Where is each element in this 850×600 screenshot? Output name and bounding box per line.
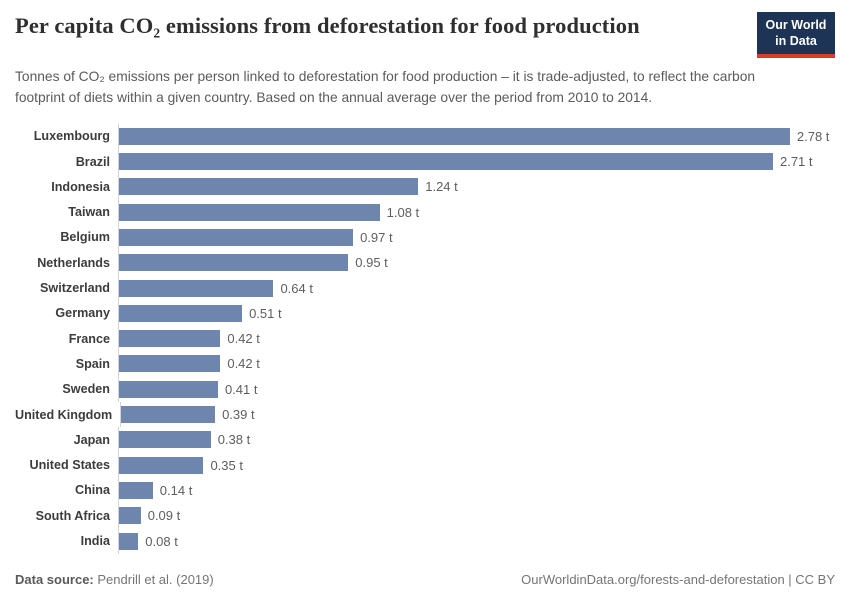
owid-logo: Our World in Data	[757, 12, 835, 59]
bar	[119, 507, 141, 525]
value-label: 0.42 t	[227, 356, 260, 372]
category-label: Sweden	[62, 382, 110, 397]
category-label: India	[80, 534, 110, 549]
page-title: Per capita CO₂ emissions from deforestat…	[15, 13, 640, 38]
value-label: 0.35 t	[210, 457, 243, 473]
chart-row: Luxembourg 2.78 t	[15, 123, 835, 149]
data-source-value: Pendrill et al. (2019)	[97, 572, 214, 587]
bar-track: 0.08 t	[118, 528, 835, 554]
value-label: 0.08 t	[145, 533, 178, 549]
owid-url-link[interactable]: OurWorldinData.org/forests-and-deforesta…	[521, 572, 835, 587]
bar-track: 0.09 t	[118, 503, 835, 529]
value-label: 2.71 t	[779, 154, 813, 170]
bar	[119, 153, 773, 171]
category-label: Luxembourg	[33, 129, 110, 144]
bar-track: 0.39 t	[120, 401, 835, 428]
chart-row: Netherlands 0.95 t	[15, 250, 835, 276]
bar-track: 0.35 t	[118, 452, 835, 478]
chart-row: France 0.42 t	[15, 326, 835, 352]
category-label: Germany	[55, 306, 110, 321]
bar-track: 0.42 t	[118, 326, 835, 352]
value-label: 0.51 t	[249, 305, 282, 321]
value-label: 0.09 t	[147, 508, 181, 524]
bar-track: 1.24 t	[118, 174, 835, 200]
bar-track: 0.51 t	[118, 300, 835, 326]
bar	[119, 304, 243, 322]
value-label: 1.24 t	[425, 179, 458, 195]
bar	[119, 380, 218, 398]
bar	[119, 279, 274, 297]
chart-subtitle: Tonnes of CO₂ emissions per person linke…	[15, 69, 756, 105]
value-label: 2.78 t	[796, 128, 830, 144]
bar	[119, 355, 221, 373]
value-label: 0.14 t	[159, 482, 193, 498]
category-label: Indonesia	[51, 179, 110, 194]
bar	[119, 481, 153, 499]
bar	[119, 532, 139, 550]
chart-row: India 0.08 t	[15, 528, 835, 554]
value-label: 0.95 t	[355, 255, 388, 271]
chart-row: United Kingdom 0.39 t	[15, 401, 835, 428]
bar	[119, 178, 419, 196]
bar	[119, 254, 349, 272]
bar	[119, 330, 221, 348]
value-label: 0.42 t	[227, 331, 260, 347]
chart-footer: Data source: Pendrill et al. (2019) OurW…	[15, 572, 835, 587]
category-label: Switzerland	[40, 281, 110, 296]
bar	[119, 431, 211, 449]
data-source: Data source: Pendrill et al. (2019)	[15, 572, 214, 587]
chart-header: Per capita CO₂ emissions from deforestat…	[0, 0, 850, 109]
category-label: South Africa	[35, 508, 110, 523]
category-label: Japan	[73, 432, 110, 447]
bar	[119, 456, 204, 474]
value-label: 0.38 t	[217, 432, 251, 448]
value-label: 0.64 t	[280, 280, 313, 296]
value-label: 0.41 t	[224, 381, 258, 397]
bar-track: 0.64 t	[118, 275, 835, 301]
category-label: Netherlands	[37, 255, 110, 270]
bar-track: 0.95 t	[118, 250, 835, 276]
chart-row: China 0.14 t	[15, 477, 835, 504]
chart-row: Sweden 0.41 t	[15, 376, 835, 402]
bar-track: 2.78 t	[118, 123, 835, 149]
category-label: France	[68, 331, 110, 346]
category-label: Brazil	[75, 154, 110, 169]
chart-row: Taiwan 1.08 t	[15, 199, 835, 225]
category-label: China	[75, 483, 110, 498]
bar-track: 0.38 t	[118, 427, 835, 453]
bar-track: 1.08 t	[118, 199, 835, 225]
chart-row: Belgium 0.97 t	[15, 224, 835, 251]
chart-row: Spain 0.42 t	[15, 351, 835, 377]
chart-row: Japan 0.38 t	[15, 427, 835, 453]
chart-row: South Africa 0.09 t	[15, 503, 835, 529]
bar-track: 0.42 t	[118, 351, 835, 377]
category-label: United Kingdom	[15, 407, 113, 422]
chart-row: Germany 0.51 t	[15, 300, 835, 326]
data-source-label: Data source:	[15, 572, 94, 587]
chart-row: Switzerland 0.64 t	[15, 275, 835, 301]
category-label: Belgium	[60, 230, 110, 245]
chart-row: Brazil 2.71 t	[15, 148, 835, 175]
logo-line-2: in Data	[775, 33, 817, 48]
bar	[119, 228, 354, 246]
bar-track: 0.97 t	[118, 224, 835, 251]
value-label: 0.39 t	[222, 407, 255, 423]
category-label: Taiwan	[68, 205, 110, 220]
bar-track: 2.71 t	[118, 148, 835, 175]
chart-row: United States 0.35 t	[15, 452, 835, 478]
bar	[121, 406, 216, 424]
logo-line-1: Our World	[765, 18, 827, 32]
bar-track: 0.14 t	[118, 477, 835, 504]
bar-track: 0.41 t	[118, 376, 835, 402]
chart-row: Indonesia 1.24 t	[15, 174, 835, 200]
value-label: 1.08 t	[386, 204, 420, 220]
bar	[119, 127, 790, 145]
value-label: 0.97 t	[360, 229, 393, 245]
bar	[119, 203, 380, 221]
bar-chart: Luxembourg 2.78 t Brazil 2.71 t Indonesia 1.2…	[15, 123, 835, 554]
category-label: Spain	[75, 356, 110, 371]
category-label: United States	[29, 458, 110, 473]
